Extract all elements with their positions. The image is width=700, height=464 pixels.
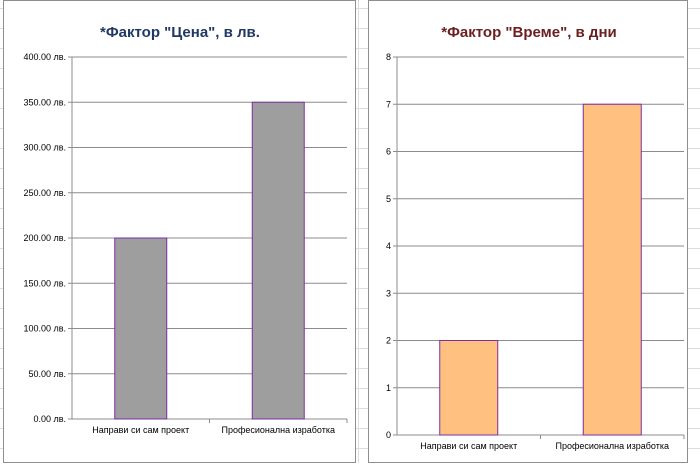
chart-title: *Фактор "Цена", в лв. (100, 24, 260, 41)
x-category-label: Направи си сам проект (92, 425, 189, 435)
y-tick-label: 4 (386, 241, 391, 251)
y-tick-label: 6 (386, 147, 391, 157)
y-tick-label: 7 (386, 99, 391, 109)
y-tick-label: 200.00 лв. (23, 233, 66, 243)
y-tick-label: 250.00 лв. (23, 188, 66, 198)
y-tick-label: 8 (386, 52, 391, 62)
price-chart-svg: *Фактор "Цена", в лв. 0.00 лв. 50.00 лв. 1… (23, 24, 348, 435)
y-tick-label: 350.00 лв. (23, 97, 66, 107)
time-chart[interactable]: *Фактор "Време", в дни 0 1 2 3 4 5 6 7 8 Направи … (368, 0, 688, 463)
y-tick-label: 1 (386, 383, 391, 393)
bar[interactable] (114, 237, 168, 420)
y-tick-label: 3 (386, 288, 391, 298)
chart-title: *Фактор "Време", в дни (441, 24, 616, 41)
bar[interactable] (439, 340, 499, 436)
y-tick-label: 150.00 лв. (23, 278, 66, 288)
y-tick-label: 2 (386, 336, 391, 346)
x-category-label: Професионална изработка (555, 441, 669, 451)
bar[interactable] (582, 103, 642, 436)
y-tick-label: 400.00 лв. (23, 52, 66, 62)
y-tick-label: 100.00 лв. (23, 324, 66, 334)
x-category-label: Професионална изработка (221, 425, 335, 435)
x-category-label: Направи си сам проект (420, 441, 517, 451)
y-tick-label: 0 (386, 430, 391, 440)
plot-area: 0.00 лв. 50.00 лв. 100.00 лв. 150.00 лв. 200… (23, 52, 348, 435)
y-tick-label: 0.00 лв. (33, 414, 66, 424)
bar[interactable] (251, 101, 305, 420)
y-tick-label: 300.00 лв. (23, 143, 66, 153)
price-chart[interactable]: *Фактор "Цена", в лв. 0.00 лв. 50.00 лв. 1… (3, 0, 356, 463)
plot-area: 0 1 2 3 4 5 6 7 8 Направи си сам проект Професиона… (386, 52, 685, 451)
y-tick-label: 50.00 лв. (28, 369, 66, 379)
y-tick-label: 5 (386, 194, 391, 204)
time-chart-svg: *Фактор "Време", в дни 0 1 2 3 4 5 6 7 8 Направи … (386, 24, 685, 451)
